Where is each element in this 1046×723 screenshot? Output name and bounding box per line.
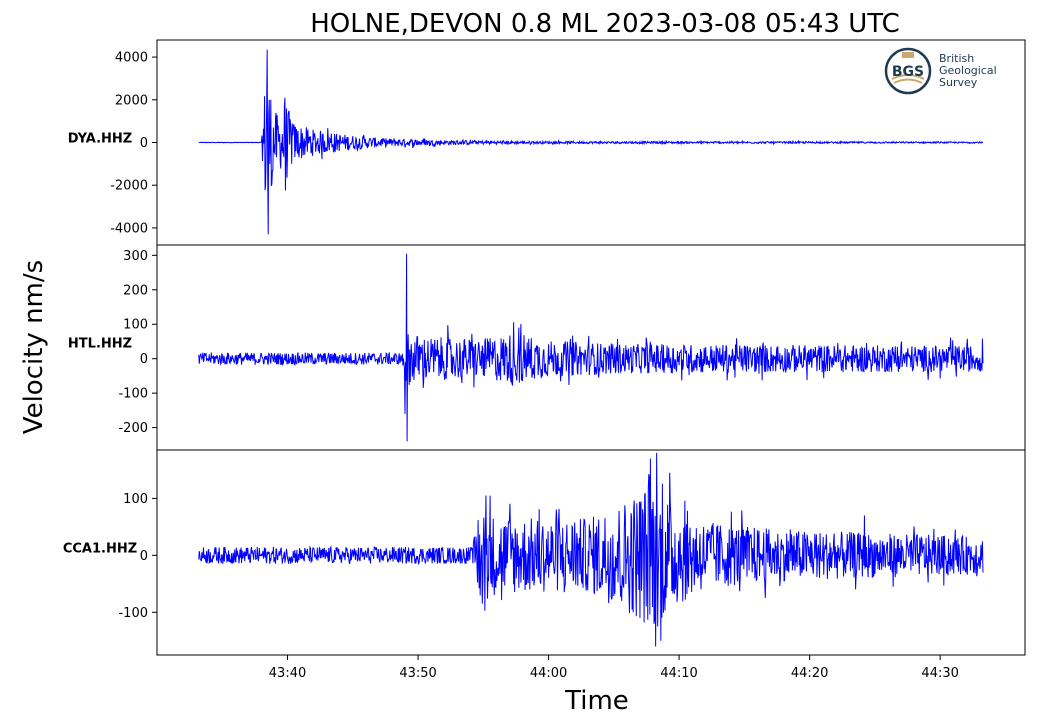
panels-group: -4000-2000020004000DYA.HHZ-200-100010020…	[63, 39, 1026, 656]
x-tick-label: 44:20	[791, 666, 828, 681]
waveform-cca1-hhz	[198, 452, 984, 647]
y-tick-label: -4000	[110, 221, 148, 236]
x-tick-label: 44:10	[660, 666, 697, 681]
x-axis-label: Time	[564, 686, 629, 716]
y-tick-label: 200	[123, 283, 148, 298]
chart-title: HOLNE,DEVON 0.8 ML 2023-03-08 05:43 UTC	[310, 9, 900, 39]
y-tick-label: 0	[140, 352, 148, 367]
y-axis-label: Velocity nm/s	[19, 260, 49, 434]
y-tick-label: -100	[118, 606, 148, 621]
station-label: DYA.HHZ	[68, 132, 132, 147]
x-axis: 43:40 43:50 44:00 44:10 44:20 44:30	[269, 655, 959, 681]
y-tick-label: -100	[118, 387, 148, 402]
y-tick-label: 4000	[115, 51, 148, 66]
bgs-logo-line-1: British	[939, 52, 974, 65]
waveform-dya-hhz	[198, 49, 983, 235]
y-tick-label: 0	[140, 136, 148, 151]
y-tick-label: 2000	[115, 93, 148, 108]
bgs-logo-line-3: Survey	[939, 76, 978, 89]
y-tick-label: -200	[118, 421, 148, 436]
panel-htl-hhz: -200 -100 0 100 200 300 HTL.HHZ	[68, 244, 1026, 451]
x-tick-label: 44:00	[530, 666, 567, 681]
x-tick-label: 43:50	[399, 666, 436, 681]
station-label: CCA1.HHZ	[63, 542, 137, 557]
y-tick-label: 300	[123, 249, 148, 264]
panel-dya-hhz: -4000 -2000 0 2000 4000 DYA.HHZ	[68, 39, 1026, 246]
station-label: HTL.HHZ	[68, 337, 132, 352]
bgs-logo-line-2: Geological	[939, 64, 997, 77]
bgs-logo-mark: BGS	[892, 64, 924, 80]
y-tick-label: 100	[123, 492, 148, 507]
y-tick-label: 100	[123, 318, 148, 333]
y-tick-label: 0	[140, 549, 148, 564]
panel-cca1-hhz: -100 0 100 CCA1.HHZ	[63, 449, 1026, 656]
x-tick-label: 43:40	[269, 666, 306, 681]
waveform-htl-hhz	[198, 253, 984, 442]
x-tick-label: 44:30	[921, 666, 958, 681]
panel-frame	[156, 449, 1026, 656]
y-tick-label: -2000	[110, 179, 148, 194]
bgs-logo: BGS British Geological Survey	[884, 47, 997, 95]
